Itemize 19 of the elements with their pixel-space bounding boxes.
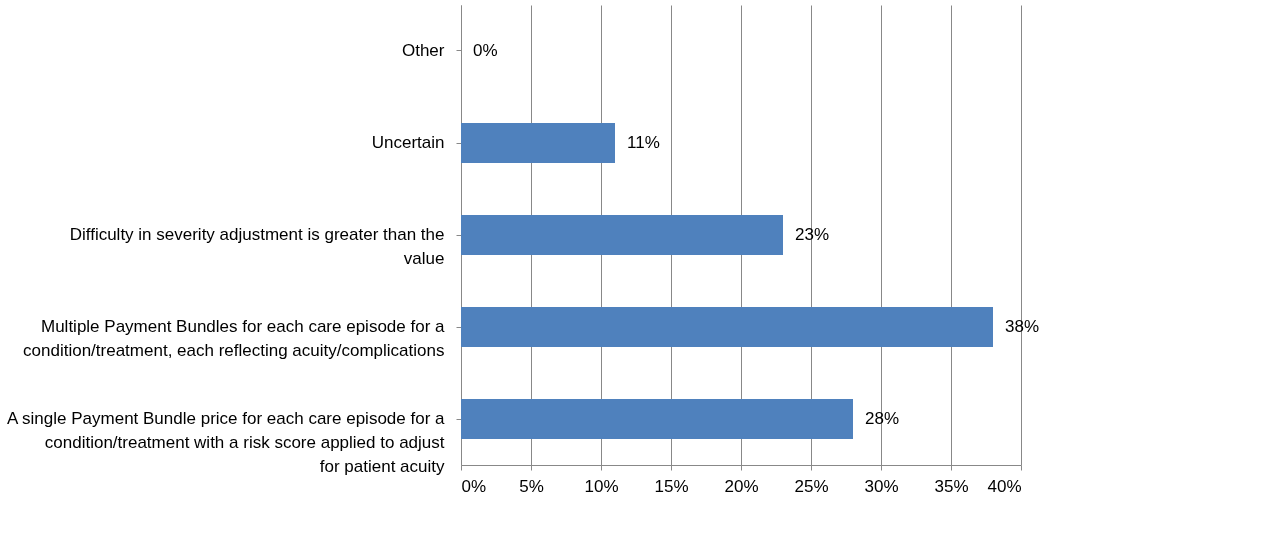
y-tick-label: Multiple Payment Bundles for each care episode for a condition/treatment, each reflecting acuity/complications [23,317,446,360]
x-tick-label: 20% [724,476,759,496]
data-label: 23% [795,225,830,244]
data-label: 11% [627,133,660,152]
x-tick-label: 15% [654,476,689,496]
data-label: 28% [865,409,900,428]
x-tick-label: 35% [934,476,969,496]
x-tick-label: 30% [864,476,899,496]
x-tick-label: 5% [519,476,544,496]
x-tick-label: 40% [987,476,1022,496]
x-tick-label: 10% [584,476,619,496]
data-label: 0% [473,41,498,60]
y-tick-label: Uncertain [371,133,445,152]
y-tick-label: Difficulty in severity adjustment is greater than the value [69,225,445,268]
x-tick-label: 25% [794,476,829,496]
data-label: 38% [1005,317,1040,336]
y-tick-label: A single Payment Bundle price for each care episode for a condition/treatment with a risk score applied to adjust for patient acuity [6,409,446,476]
x-tick-label: 0% [461,476,487,496]
y-tick-label: Other [401,41,445,60]
